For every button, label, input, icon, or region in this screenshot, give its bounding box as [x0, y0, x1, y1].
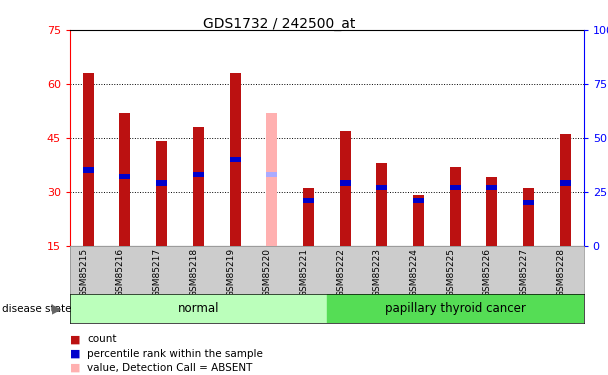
Bar [230, 73, 241, 246]
Bar [340, 180, 351, 186]
Bar [70, 294, 327, 322]
Text: ■: ■ [70, 334, 80, 344]
Text: GSM85227: GSM85227 [520, 248, 528, 297]
Bar [486, 185, 497, 190]
Text: GSM85219: GSM85219 [226, 248, 235, 297]
Text: GSM85220: GSM85220 [263, 248, 272, 297]
Bar [83, 73, 94, 246]
Bar [193, 127, 204, 246]
Bar [156, 141, 167, 246]
Bar [450, 166, 461, 246]
Bar [560, 134, 571, 246]
Text: GSM85224: GSM85224 [410, 248, 418, 297]
Bar [303, 188, 314, 246]
Text: value, Detection Call = ABSENT: value, Detection Call = ABSENT [87, 363, 252, 373]
Text: GDS1732 / 242500_at: GDS1732 / 242500_at [204, 17, 356, 31]
Text: normal: normal [178, 302, 219, 315]
Bar [523, 200, 534, 205]
Bar [523, 188, 534, 246]
Text: GSM85217: GSM85217 [153, 248, 162, 297]
Text: disease state: disease state [2, 304, 71, 313]
Text: GSM85225: GSM85225 [446, 248, 455, 297]
Text: papillary thyroid cancer: papillary thyroid cancer [385, 302, 526, 315]
Text: GSM85215: GSM85215 [79, 248, 88, 297]
Bar [266, 112, 277, 246]
Bar [413, 198, 424, 203]
Text: GSM85228: GSM85228 [556, 248, 565, 297]
Text: GSM85222: GSM85222 [336, 248, 345, 297]
Text: count: count [87, 334, 117, 344]
Bar [119, 174, 131, 179]
Text: ■: ■ [70, 349, 80, 358]
Bar [327, 294, 584, 322]
Bar [83, 168, 94, 173]
Text: GSM85221: GSM85221 [300, 248, 308, 297]
Text: ▶: ▶ [52, 302, 61, 315]
Bar [193, 172, 204, 177]
Bar [376, 185, 387, 190]
Bar [266, 172, 277, 177]
Bar [119, 112, 131, 246]
Bar [413, 195, 424, 246]
Bar [156, 180, 167, 186]
Bar [450, 185, 461, 190]
Text: GSM85226: GSM85226 [483, 248, 492, 297]
Text: GSM85218: GSM85218 [189, 248, 198, 297]
Bar [560, 180, 571, 186]
Bar [303, 198, 314, 203]
Text: GSM85216: GSM85216 [116, 248, 125, 297]
Bar [230, 157, 241, 162]
Bar [376, 163, 387, 246]
Text: GSM85223: GSM85223 [373, 248, 382, 297]
Text: ■: ■ [70, 363, 80, 373]
Bar [340, 130, 351, 246]
Bar [486, 177, 497, 246]
Text: percentile rank within the sample: percentile rank within the sample [87, 349, 263, 358]
